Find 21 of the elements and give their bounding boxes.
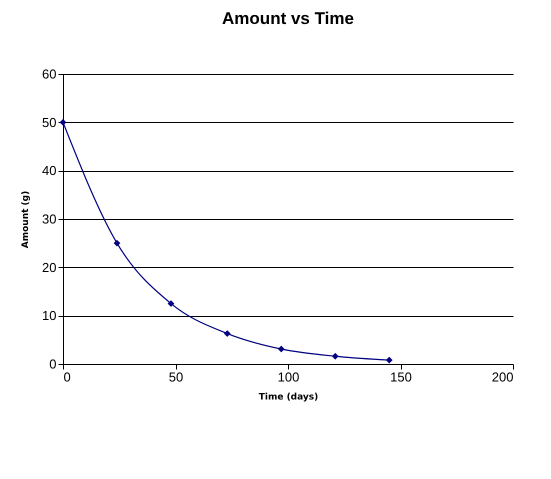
x-tick-label: 0: [64, 370, 71, 384]
point: [278, 346, 285, 352]
point: [386, 356, 393, 364]
x-tick-label: 50: [168, 370, 184, 384]
x-axis-title: Time (days): [258, 392, 318, 402]
x-tick-label: 100: [278, 370, 300, 384]
y-axis-title: Amount (g): [21, 190, 32, 248]
x-tick-label: 150: [390, 370, 412, 384]
y-tick-label: 40: [42, 163, 56, 178]
point: [332, 352, 339, 360]
y-tick-label: 50: [42, 114, 56, 130]
chart-title: Amount vs Time: [222, 9, 354, 28]
y-tick-label: 60: [42, 66, 56, 82]
y-tick-label: 20: [42, 260, 56, 275]
point: [224, 330, 231, 337]
point: [168, 300, 174, 307]
x-tick-label: 200: [492, 370, 514, 384]
y-tick-label: 10: [42, 308, 56, 324]
point: [114, 240, 120, 247]
y-tick-label: 30: [42, 212, 56, 226]
y-tick-label: 0: [49, 356, 56, 372]
